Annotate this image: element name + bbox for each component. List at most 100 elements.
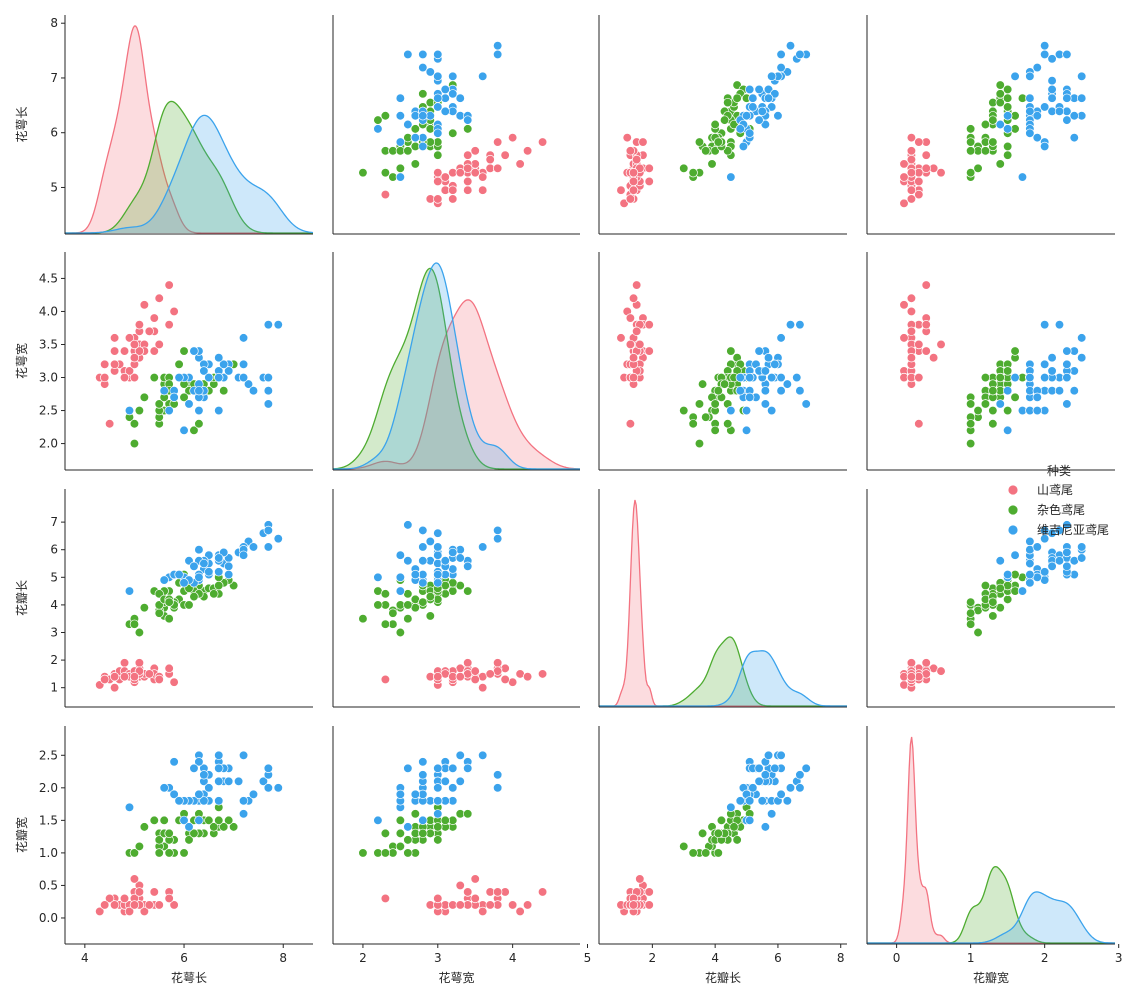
scatter-point (995, 159, 1005, 169)
x-tick-label: 2 (649, 951, 657, 965)
scatter-point (795, 770, 805, 780)
scatter-point (238, 750, 249, 760)
scatter-point (726, 346, 736, 356)
x-tick-label: 3 (1115, 951, 1123, 965)
scatter-point (1077, 71, 1087, 81)
scatter-point (238, 372, 249, 383)
scatter-point (625, 313, 636, 323)
scatter-point (973, 405, 983, 416)
scatter-point (440, 815, 450, 826)
kde-fill-2 (867, 891, 1115, 943)
scatter-point (782, 379, 792, 389)
scatter-point (493, 770, 503, 780)
scatter-point (729, 822, 739, 832)
scatter-point (988, 137, 998, 147)
scatter-point (134, 627, 145, 638)
scatter-point (906, 353, 917, 363)
scatter-point (1025, 93, 1035, 103)
scatter-point (380, 893, 391, 904)
scatter-point (380, 848, 391, 858)
scatter-point (1003, 150, 1013, 160)
scatter-point (403, 848, 413, 858)
scatter-point (159, 783, 169, 793)
scatter-point (914, 339, 924, 350)
scatter-point (995, 89, 1005, 99)
scatter-point (159, 815, 169, 826)
scatter-point (988, 115, 998, 125)
scatter-point (164, 828, 174, 839)
scatter-point (1003, 93, 1013, 103)
scatter-point (899, 333, 909, 343)
scatter-point (776, 789, 786, 799)
scatter-point (1077, 333, 1087, 343)
scatter-point (433, 578, 443, 588)
scatter-point (616, 333, 626, 343)
scatter-point (395, 572, 406, 582)
scatter-point (433, 128, 443, 138)
scatter-point (248, 386, 259, 396)
scatter-point (965, 597, 976, 607)
scatter-point (1047, 54, 1057, 64)
scatter-point (965, 124, 976, 134)
scatter-point (224, 776, 234, 786)
scatter-point (169, 757, 179, 767)
scatter-point (980, 119, 991, 130)
y-axis-label: 花萼宽 (14, 343, 29, 379)
panel-r1-c3 (866, 252, 1115, 471)
scatter-point (410, 124, 420, 134)
kde-line-0 (333, 299, 581, 470)
scatter-point (395, 841, 406, 852)
scatter-point (1062, 359, 1072, 369)
scatter-point (204, 372, 214, 383)
scatter-point (129, 419, 140, 429)
panel-r3-c3: 0 1 2 3 花瓣宽 (866, 726, 1123, 985)
scatter-point (1010, 71, 1020, 81)
scatter-point (493, 49, 503, 60)
scatter-point (410, 789, 420, 799)
scatter-point (214, 750, 224, 760)
scatter-point (380, 168, 391, 178)
scatter-point (263, 320, 274, 330)
scatter-point (448, 194, 458, 204)
scatter-point (395, 93, 406, 103)
scatter-point (1032, 132, 1042, 143)
scatter-point (710, 146, 720, 156)
scatter-point (628, 176, 639, 187)
scatter-point (906, 326, 917, 336)
scatter-point (782, 67, 792, 77)
scatter-point (493, 887, 503, 897)
legend: 种类 山鸢尾 杂色鸢尾 维吉尼亚鸢尾 (1007, 464, 1109, 537)
scatter-point (263, 386, 274, 396)
scatter-point (478, 185, 488, 195)
scatter-point (995, 399, 1005, 409)
scatter-point (738, 141, 749, 152)
scatter-point (238, 359, 249, 369)
scatter-point (921, 163, 931, 173)
y-tick-label: 4.0 (39, 304, 58, 318)
scatter-point (224, 366, 234, 376)
scatter-point (965, 438, 976, 449)
scatter-point (403, 835, 413, 845)
scatter-point (1040, 102, 1050, 112)
scatter-point (628, 185, 639, 195)
scatter-point (694, 438, 705, 449)
scatter-point (792, 372, 802, 383)
scatter-point (455, 880, 465, 891)
scatter-point (1047, 561, 1057, 571)
scatter-point (644, 900, 654, 910)
scatter-point (965, 137, 976, 147)
scatter-point (204, 783, 214, 793)
scatter-point (179, 425, 189, 436)
scatter-point (395, 111, 406, 121)
scatter-point (129, 672, 140, 682)
scatter-point (745, 128, 755, 138)
scatter-point (776, 372, 786, 383)
scatter-point (1032, 392, 1042, 402)
scatter-point (395, 163, 406, 173)
x-axis-label: 花瓣长 (705, 970, 741, 985)
scatter-point (701, 412, 711, 422)
scatter-point (906, 194, 917, 204)
x-tick-label: 4 (509, 951, 517, 965)
scatter-point (109, 359, 120, 369)
